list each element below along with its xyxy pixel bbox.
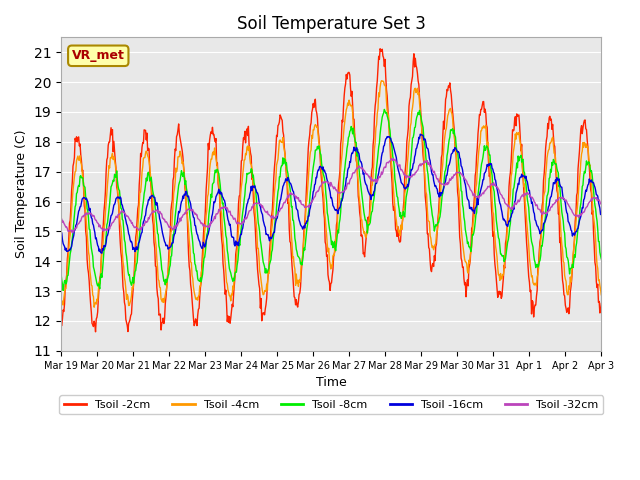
- Tsoil -2cm: [92, 329, 99, 335]
- Tsoil -16cm: [419, 132, 426, 138]
- Tsoil -16cm: [417, 131, 424, 137]
- Tsoil -2cm: [248, 154, 255, 159]
- Line: Tsoil -16cm: Tsoil -16cm: [61, 134, 601, 253]
- Tsoil -4cm: [246, 161, 254, 167]
- Tsoil -16cm: [268, 236, 275, 241]
- Tsoil -32cm: [221, 204, 228, 209]
- Tsoil -32cm: [388, 156, 396, 162]
- Tsoil -32cm: [388, 156, 396, 161]
- Tsoil -2cm: [268, 213, 275, 219]
- Tsoil -8cm: [122, 240, 129, 245]
- Tsoil -16cm: [248, 183, 255, 189]
- Line: Tsoil -8cm: Tsoil -8cm: [61, 109, 601, 290]
- Tsoil -8cm: [268, 249, 275, 255]
- Tsoil -8cm: [597, 256, 605, 262]
- Y-axis label: Soil Temperature (C): Soil Temperature (C): [15, 130, 28, 258]
- Tsoil -2cm: [122, 303, 129, 309]
- Tsoil -4cm: [378, 78, 385, 84]
- Tsoil -32cm: [68, 230, 76, 236]
- Title: Soil Temperature Set 3: Soil Temperature Set 3: [237, 15, 426, 33]
- Tsoil -16cm: [122, 215, 129, 220]
- Tsoil -2cm: [419, 141, 426, 147]
- X-axis label: Time: Time: [316, 376, 346, 389]
- Tsoil -4cm: [120, 275, 128, 281]
- Tsoil -4cm: [267, 244, 275, 250]
- Tsoil -16cm: [57, 228, 65, 234]
- Tsoil -8cm: [57, 271, 65, 276]
- Tsoil -4cm: [597, 292, 605, 298]
- Legend: Tsoil -2cm, Tsoil -4cm, Tsoil -8cm, Tsoil -16cm, Tsoil -32cm: Tsoil -2cm, Tsoil -4cm, Tsoil -8cm, Tsoi…: [60, 396, 603, 414]
- Tsoil -4cm: [418, 124, 426, 130]
- Tsoil -16cm: [388, 139, 396, 145]
- Tsoil -4cm: [220, 243, 228, 249]
- Tsoil -16cm: [597, 211, 605, 216]
- Tsoil -32cm: [248, 207, 255, 213]
- Tsoil -16cm: [221, 197, 228, 203]
- Tsoil -8cm: [419, 121, 426, 127]
- Tsoil -32cm: [419, 162, 426, 168]
- Tsoil -2cm: [376, 46, 384, 52]
- Tsoil -8cm: [248, 166, 255, 172]
- Tsoil -32cm: [597, 201, 605, 207]
- Tsoil -8cm: [381, 107, 388, 112]
- Tsoil -2cm: [221, 279, 228, 285]
- Tsoil -2cm: [388, 180, 396, 186]
- Line: Tsoil -32cm: Tsoil -32cm: [61, 158, 601, 233]
- Tsoil -8cm: [388, 145, 396, 151]
- Tsoil -4cm: [57, 304, 65, 310]
- Tsoil -8cm: [221, 218, 228, 224]
- Tsoil -8cm: [60, 288, 67, 293]
- Tsoil -4cm: [388, 160, 396, 166]
- Tsoil -2cm: [57, 322, 65, 327]
- Tsoil -32cm: [268, 216, 275, 221]
- Text: VR_met: VR_met: [72, 49, 125, 62]
- Tsoil -2cm: [597, 300, 605, 306]
- Line: Tsoil -2cm: Tsoil -2cm: [61, 49, 601, 332]
- Tsoil -32cm: [122, 211, 129, 216]
- Line: Tsoil -4cm: Tsoil -4cm: [61, 81, 601, 307]
- Tsoil -32cm: [57, 216, 65, 222]
- Tsoil -16cm: [98, 250, 106, 256]
